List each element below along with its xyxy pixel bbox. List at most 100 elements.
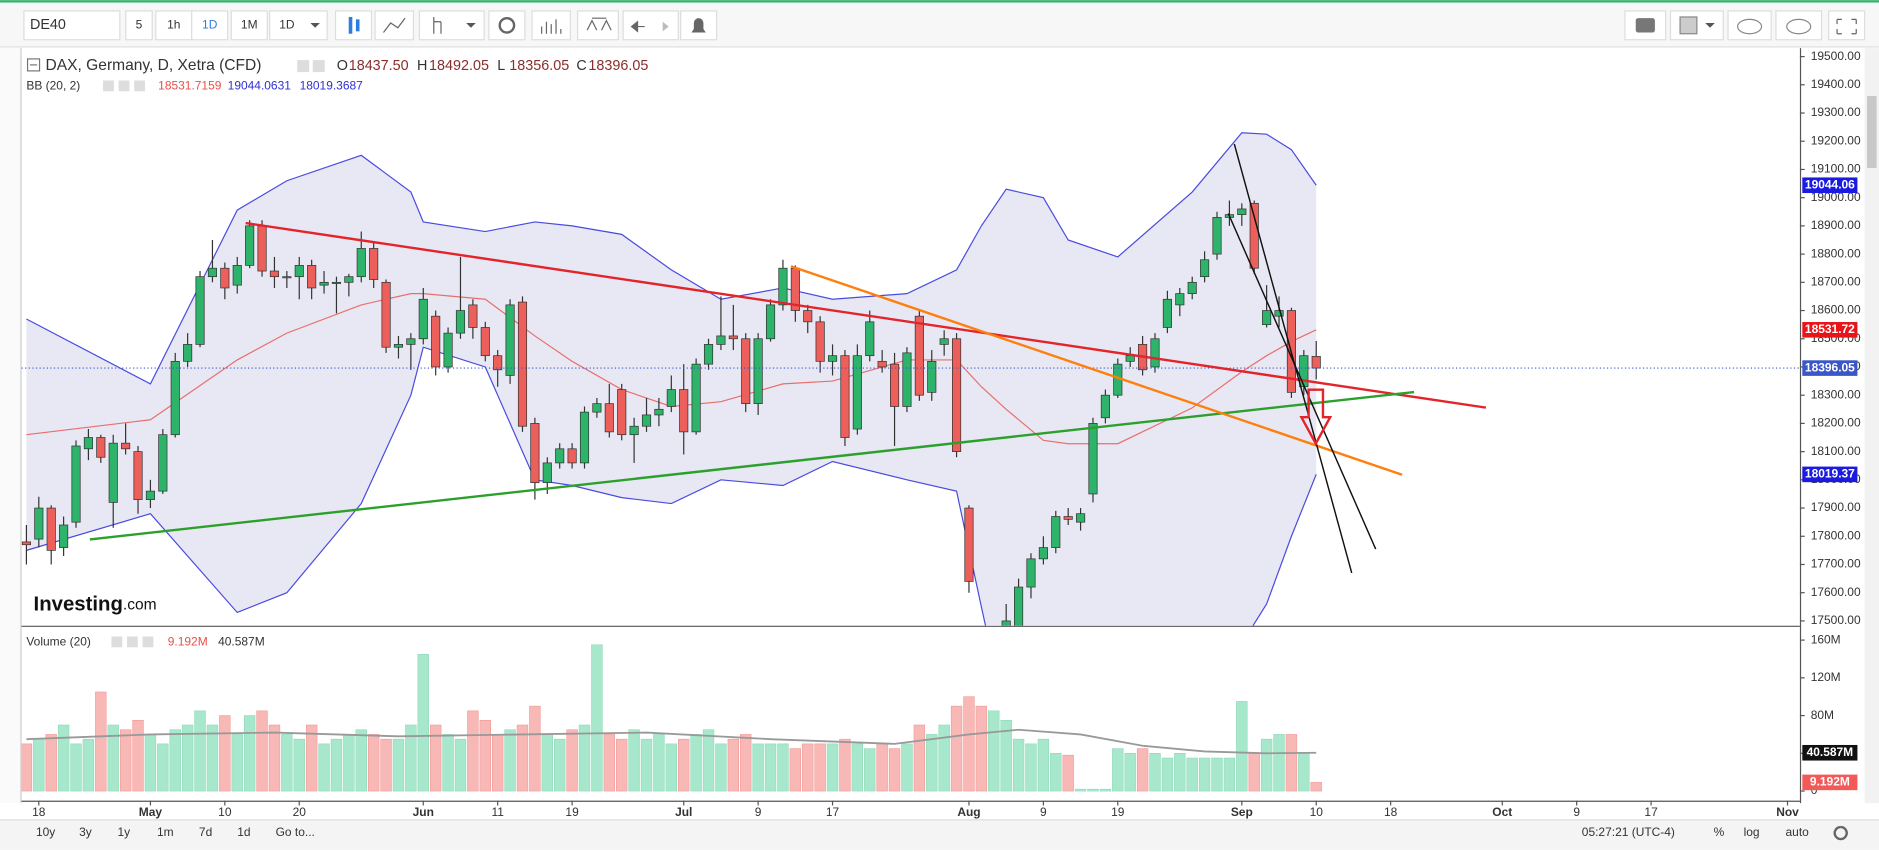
- icon: [1736, 18, 1763, 35]
- volume-bar: [95, 691, 107, 792]
- icon: [1836, 18, 1857, 35]
- volume-bar: [1062, 754, 1074, 792]
- scale-option[interactable]: log: [1744, 825, 1760, 839]
- x-tick-label: 17: [1644, 805, 1658, 819]
- interval-button[interactable]: [155, 10, 193, 41]
- interval-button[interactable]: [191, 10, 229, 41]
- candle-body: [307, 265, 317, 289]
- range-button[interactable]: 1d: [237, 825, 250, 839]
- candle-body: [245, 225, 255, 266]
- x-tick-label: 19: [1111, 805, 1125, 819]
- fullscreen-button[interactable]: [1828, 10, 1866, 41]
- candle-body: [927, 360, 937, 393]
- goto-button[interactable]: Go to...: [276, 825, 315, 839]
- volume-bar: [1149, 753, 1161, 792]
- candle-type-button[interactable]: [334, 10, 373, 41]
- volume-bar: [479, 719, 491, 792]
- collapse-icon[interactable]: [26, 58, 41, 72]
- settings-icon[interactable]: [1833, 825, 1848, 841]
- volume-ma-label: 40.587M: [1807, 745, 1854, 759]
- drawing-button[interactable]: [418, 10, 485, 41]
- volume-bar: [603, 734, 615, 792]
- candle-body: [815, 321, 825, 362]
- interval-button[interactable]: [125, 10, 153, 41]
- symbol-box[interactable]: [23, 10, 121, 41]
- indicator-name: BB (20, 2): [26, 79, 80, 93]
- y-tick-label: 17500.00: [1811, 613, 1861, 627]
- icon[interactable]: [103, 80, 114, 92]
- balance-button[interactable]: [577, 10, 619, 41]
- volume-bar: [1273, 734, 1285, 792]
- candle-body: [406, 338, 416, 345]
- interval-label[interactable]: 1D: [202, 18, 218, 32]
- ohlc-value: 18492.05: [429, 58, 489, 74]
- interval-label[interactable]: 1M: [241, 18, 258, 32]
- y-tick-label: 17600.00: [1811, 585, 1861, 599]
- trendline-red[interactable]: [245, 221, 1487, 409]
- scale-option[interactable]: %: [1714, 825, 1725, 839]
- undo-redo[interactable]: [622, 10, 679, 41]
- cloud-save[interactable]: [1775, 10, 1823, 41]
- volume-bar: [1050, 753, 1062, 792]
- icon[interactable]: [118, 80, 130, 92]
- axes: 17500.00 17600.00 17700.00 17800.00 17900.00…: [32, 49, 1861, 819]
- icon[interactable]: [312, 60, 325, 73]
- candle-body: [517, 301, 528, 427]
- interval-button[interactable]: [230, 10, 268, 41]
- candle-body: [1014, 586, 1024, 626]
- volume-ma-label-box: [1802, 744, 1858, 761]
- icon: [630, 20, 645, 33]
- volume-bar: [1248, 753, 1260, 792]
- cloud-load[interactable]: [1727, 10, 1772, 41]
- volume-ma: [26, 728, 1317, 755]
- interval-label[interactable]: 1h: [167, 18, 180, 32]
- volume-bar: [963, 696, 975, 792]
- volume-bar: [21, 743, 33, 792]
- candle-body: [679, 389, 689, 433]
- range-button[interactable]: 1m: [157, 825, 174, 839]
- range-button[interactable]: 7d: [199, 825, 212, 839]
- trendline-black[interactable]: [1227, 213, 1377, 550]
- candle-body: [1026, 558, 1036, 588]
- candle-body: [952, 338, 962, 452]
- volume-bar: [888, 748, 901, 792]
- arrow-down[interactable]: [1299, 388, 1333, 447]
- icon[interactable]: [142, 636, 154, 648]
- scrollbar[interactable]: [1864, 48, 1879, 804]
- candle-body: [741, 338, 751, 405]
- volume-bar: [132, 719, 144, 792]
- icon[interactable]: [297, 60, 310, 73]
- x-tick-label: Oct: [1492, 805, 1512, 819]
- candle-body: [158, 434, 168, 492]
- candle-body: [468, 304, 478, 328]
- bb-middle-value: 18531.7159: [158, 79, 222, 93]
- scale-option[interactable]: auto: [1786, 825, 1810, 839]
- candle-body: [852, 355, 862, 430]
- icon[interactable]: [111, 636, 123, 648]
- symbol[interactable]: DE40: [30, 17, 66, 33]
- candle-body: [393, 344, 404, 348]
- settings-button[interactable]: [488, 10, 526, 41]
- icon[interactable]: [134, 80, 145, 92]
- icon[interactable]: [127, 636, 138, 648]
- icon: [498, 16, 516, 34]
- interval-label[interactable]: 5: [136, 18, 143, 32]
- candle-body: [145, 490, 155, 500]
- trendline-green[interactable]: [89, 390, 1415, 541]
- range-button[interactable]: 1y: [117, 825, 130, 839]
- volume-bar: [1112, 748, 1124, 792]
- icon: [433, 16, 442, 34]
- volume-y-tick-label: 160M: [1811, 632, 1841, 646]
- ohlc-value: 18356.05: [509, 58, 569, 74]
- candle-body: [1162, 298, 1172, 328]
- trendline-orange[interactable]: [790, 265, 1403, 476]
- volume-bar: [566, 729, 578, 792]
- volume-bar: [988, 710, 1000, 792]
- chart-interval[interactable]: 1D: [279, 18, 295, 32]
- scroll-thumb[interactable]: [1867, 96, 1877, 168]
- volume-pane: [21, 644, 1322, 792]
- bb-upper-value: 19044.0631: [228, 79, 292, 93]
- range-button[interactable]: 10y: [36, 825, 55, 839]
- trendline-black[interactable]: [1233, 143, 1353, 574]
- range-button[interactable]: 3y: [79, 825, 92, 839]
